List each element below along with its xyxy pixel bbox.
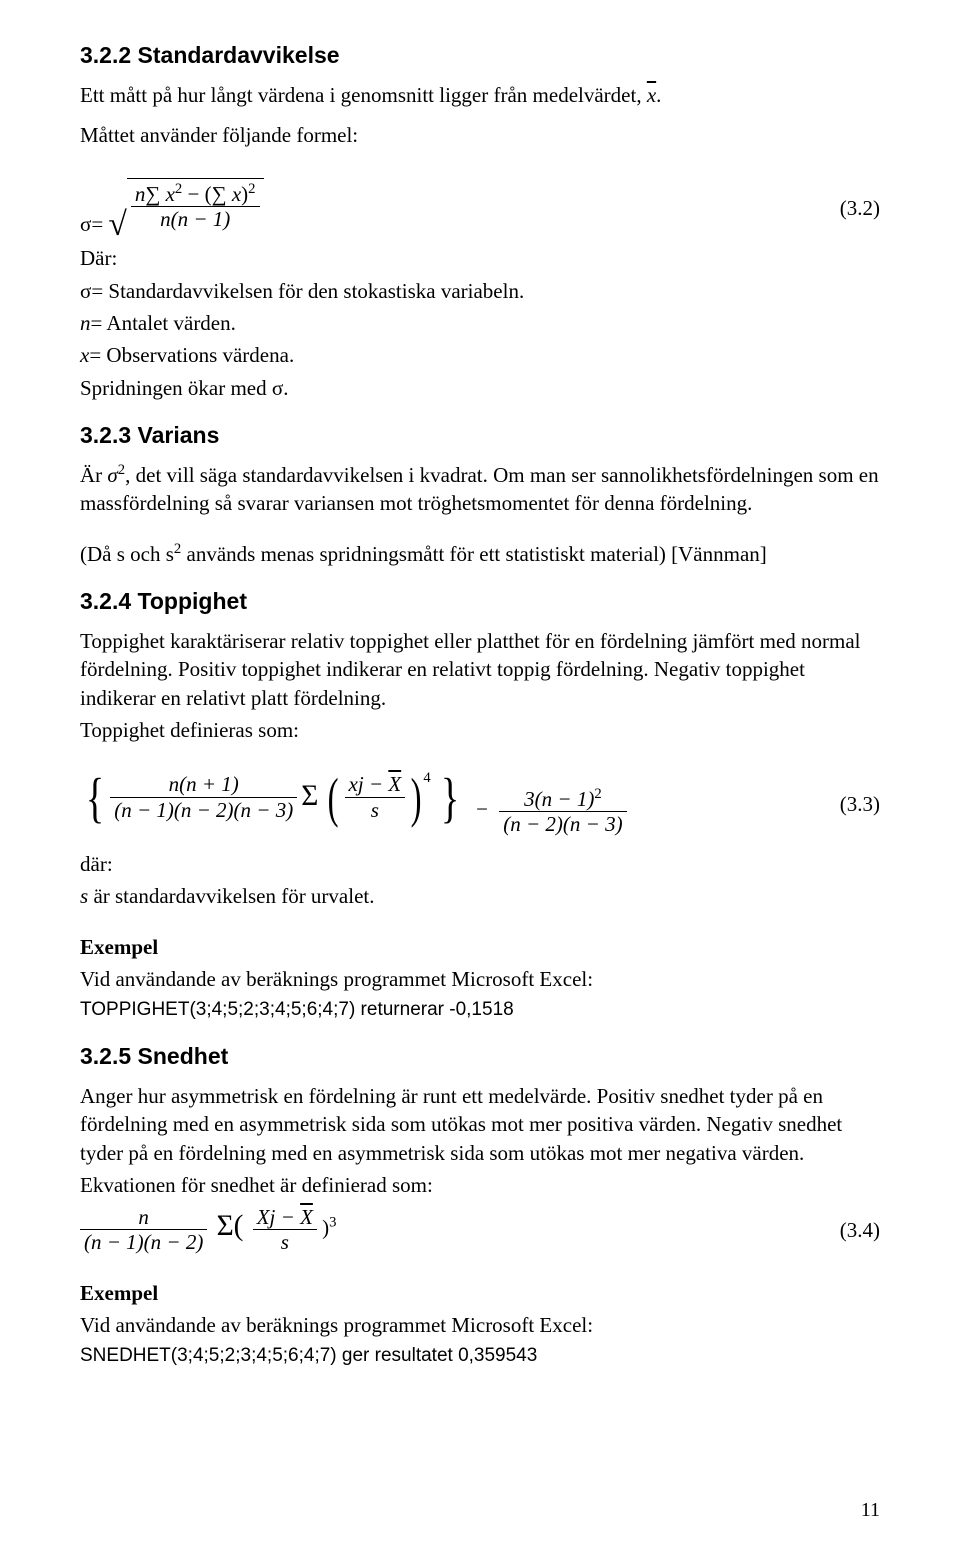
paren-left-icon: ( — [327, 773, 340, 822]
brace-right-icon: } — [439, 773, 460, 822]
s325-example-line1: Vid användande av beräknings programmet … — [80, 1311, 880, 1339]
s323-p2b: används menas spridningsmått för ett sta… — [181, 542, 767, 566]
brace-left-icon: { — [85, 773, 106, 822]
sum-icon: ∑ — [212, 182, 227, 206]
s324-eqnum: (3.3) — [820, 790, 880, 818]
s325-p2: Ekvationen för snedhet är definierad som… — [80, 1171, 880, 1199]
s324-braced: { n(n + 1) (n − 1)(n − 2)(n − 3) Σ ( xj … — [80, 772, 465, 821]
s322-def-x-ital: x — [80, 343, 89, 367]
s324-frac3-num: 3(n − 1)2 — [499, 786, 626, 812]
s324-example-tt: TOPPIGHET(3;4;5;2;3;4;5;6;4;7) returnera… — [80, 997, 880, 1023]
s325-frac2: Xj − X s — [253, 1205, 317, 1254]
s324-p1: Toppighet karaktäriserar relativ toppigh… — [80, 627, 880, 712]
s324-frac2-xbar: X — [388, 772, 401, 796]
s324-def-s: s är standardavvikelsen för urvalet. — [80, 882, 880, 910]
s323-p2a: (Då s och s — [80, 542, 174, 566]
s324-def-s-rest: är standardavvikelsen för urvalet. — [88, 884, 374, 908]
s322-def-x-rest: = Observations värdena. — [89, 343, 294, 367]
s322-dar: Där: — [80, 244, 880, 272]
s324-frac2-num: xj − X — [345, 772, 406, 797]
s323-p1a: Är — [80, 463, 107, 487]
s325-frac2-xj: Xj − — [257, 1205, 300, 1229]
s322-spread: Spridningen ökar med σ. — [80, 374, 880, 402]
s322-def-sigma: σ= Standardavvikelsen för den stokastisk… — [80, 277, 880, 305]
sigma-icon: Σ( — [213, 1210, 248, 1242]
s325-formula-row: n (n − 1)(n − 2) Σ( Xj − X s )3 (3.4) — [80, 1205, 880, 1254]
s325-p1: Anger hur asymmetrisk en fördelning är r… — [80, 1082, 880, 1167]
heading-3-2-3: 3.2.3 Varians — [80, 420, 880, 451]
s322-minus: − ( — [182, 182, 211, 206]
s322-intro-prefix: Ett mått på hur långt värdena i genomsni… — [80, 83, 647, 107]
s324-frac1: n(n + 1) (n − 1)(n − 2)(n − 3) — [110, 772, 297, 821]
s324-frac2: xj − X s — [345, 772, 406, 821]
s324-def-s-ital: s — [80, 884, 88, 908]
s324-example-head: Exempel — [80, 933, 880, 961]
s323-p1b: , det vill säga standardavvikelsen i kva… — [80, 463, 879, 515]
s322-frac: n∑ x2 − (∑ x)2 n(n − 1) — [131, 181, 260, 231]
s322-line2: Måttet använder följande formel: — [80, 121, 880, 149]
s322-x2: x — [232, 182, 241, 206]
s322-xbar: x — [647, 83, 656, 107]
s322-formula: σ= √ n∑ x2 − (∑ x)2 n(n − 1) — [80, 178, 264, 238]
s324-formula: { n(n + 1) (n − 1)(n − 2)(n − 3) Σ ( xj … — [80, 772, 627, 835]
s324-example-line1: Vid användande av beräknings programmet … — [80, 965, 880, 993]
s322-def-n: n= Antalet värden. — [80, 309, 880, 337]
s324-formula-row: { n(n + 1) (n − 1)(n − 2)(n − 3) Σ ( xj … — [80, 772, 880, 835]
page-number: 11 — [861, 1497, 880, 1524]
s322-eqnum: (3.2) — [820, 194, 880, 222]
s324-frac2-xj: xj − — [349, 772, 389, 796]
s322-def-n-ital: n — [80, 311, 91, 335]
s325-frac2-xbar: X — [300, 1205, 313, 1229]
s325-eqnum: (3.4) — [820, 1216, 880, 1244]
s322-frac-num: n∑ x2 − (∑ x)2 — [131, 181, 260, 207]
s325-frac1-den: (n − 1)(n − 2) — [80, 1230, 207, 1254]
s325-example-head: Exempel — [80, 1279, 880, 1307]
sum-icon: ∑ — [145, 182, 160, 206]
radical-icon: √ — [108, 215, 126, 235]
sqrt-body: n∑ x2 − (∑ x)2 n(n − 1) — [127, 178, 264, 231]
s324-p2: Toppighet definieras som: — [80, 716, 880, 744]
s324-dar: där: — [80, 850, 880, 878]
s322-x: x — [166, 182, 175, 206]
minus-icon: − — [470, 797, 494, 821]
s324-frac3-den: (n − 2)(n − 3) — [499, 812, 626, 836]
page: 3.2.2 Standardavvikelse Ett mått på hur … — [0, 0, 960, 1554]
s324-frac3-sq: 2 — [594, 786, 601, 802]
s323-p2: (Då s och s2 används menas spridningsmåt… — [80, 540, 880, 568]
s325-formula: n (n − 1)(n − 2) Σ( Xj − X s )3 — [80, 1205, 337, 1254]
sqrt-icon: √ n∑ x2 − (∑ x)2 n(n − 1) — [108, 178, 263, 231]
s324-frac1-den: (n − 1)(n − 2)(n − 3) — [110, 798, 297, 822]
s325-frac1: n (n − 1)(n − 2) — [80, 1205, 207, 1254]
s322-frac-den: n(n − 1) — [131, 207, 260, 231]
s324-pow4: 4 — [423, 769, 430, 789]
s325-frac2-den: s — [253, 1230, 317, 1254]
s322-def-n-rest: = Antalet värden. — [91, 311, 236, 335]
s322-formula-row: σ= √ n∑ x2 − (∑ x)2 n(n − 1) (3.2) — [80, 178, 880, 238]
s324-frac3: 3(n − 1)2 (n − 2)(n − 3) — [499, 786, 626, 836]
s324-frac1-num: n(n + 1) — [110, 772, 297, 797]
s322-intro-suffix: . — [656, 83, 661, 107]
heading-3-2-2: 3.2.2 Standardavvikelse — [80, 40, 880, 71]
s325-frac2-num: Xj − X — [253, 1205, 317, 1230]
s322-sigma-eq: σ= — [80, 212, 103, 236]
sigma-icon: Σ — [297, 777, 322, 817]
paren-right-icon: ) — [410, 773, 423, 822]
heading-3-2-5: 3.2.5 Snedhet — [80, 1041, 880, 1072]
s324-frac2-den: s — [345, 798, 406, 822]
s322-n: n — [135, 182, 146, 206]
heading-3-2-4: 3.2.4 Toppighet — [80, 586, 880, 617]
s325-frac1-num: n — [80, 1205, 207, 1230]
s323-p1: Är σ2, det vill säga standardavvikelsen … — [80, 461, 880, 518]
s323-sigma: σ — [107, 463, 117, 487]
s325-pow3: 3 — [329, 1215, 336, 1231]
s322-intro: Ett mått på hur långt värdena i genomsni… — [80, 81, 880, 109]
s322-outsq: 2 — [248, 181, 255, 197]
s325-example-tt: SNEDHET(3;4;5;2;3;4;5;6;4;7) ger resulta… — [80, 1343, 880, 1369]
s322-def-x: x= Observations värdena. — [80, 341, 880, 369]
s324-frac3-numa: 3(n − 1) — [524, 787, 594, 811]
